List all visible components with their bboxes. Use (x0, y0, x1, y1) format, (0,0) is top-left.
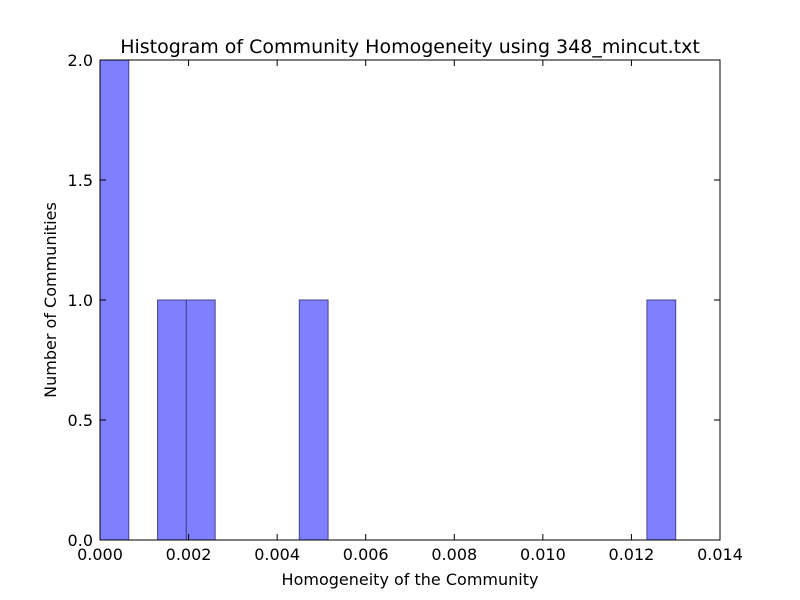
chart-title: Histogram of Community Homogeneity using… (120, 36, 700, 58)
x-tick-label: 0.002 (166, 545, 212, 564)
x-tick-label: 0.010 (520, 545, 566, 564)
y-tick-label: 0.5 (68, 411, 93, 430)
y-axis-label: Number of Communities (41, 202, 60, 398)
bars-group (99, 59, 677, 541)
y-tick-label: 1.5 (68, 171, 93, 190)
y-tick-label: 1.0 (68, 291, 93, 310)
y-tick-label: 2.0 (68, 51, 93, 70)
x-tick-label: 0.014 (697, 545, 743, 564)
x-tick-label: 0.012 (609, 545, 655, 564)
histogram-bar (185, 299, 216, 541)
x-axis-ticks: 0.000 0.002 0.004 0.006 0.008 0.010 0.012 0.014 (77, 60, 743, 564)
histogram-bar (646, 299, 677, 541)
y-tick-label: 0.0 (68, 531, 93, 550)
histogram-bar (298, 299, 329, 541)
histogram-bar (157, 299, 187, 541)
x-tick-label: 0.004 (254, 545, 300, 564)
x-tick-label: 0.006 (343, 545, 389, 564)
x-axis-label: Homogeneity of the Community (282, 570, 539, 589)
y-axis-ticks: 0.0 0.5 1.0 1.5 2.0 (68, 51, 720, 550)
x-tick-label: 0.008 (431, 545, 477, 564)
x-tick-label: 0.000 (77, 545, 123, 564)
